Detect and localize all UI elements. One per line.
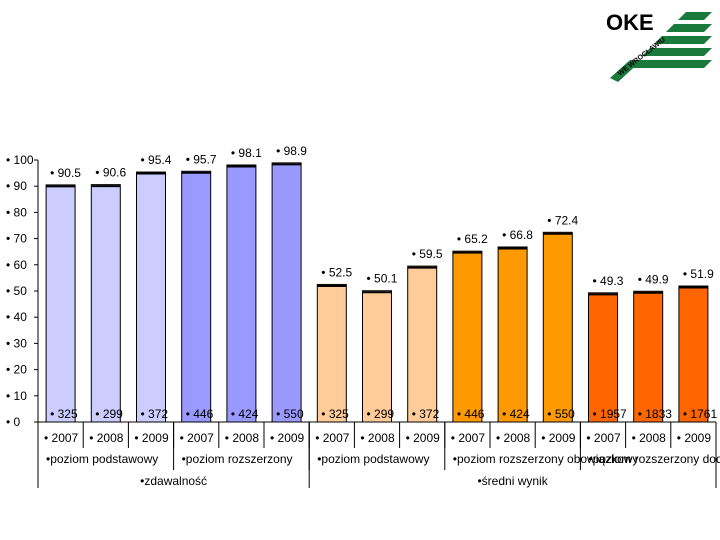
year-label: • 2007 bbox=[586, 431, 621, 445]
bar-count-label: • 424 bbox=[231, 407, 259, 421]
bar bbox=[407, 265, 438, 423]
bar-count-label: • 372 bbox=[412, 407, 440, 421]
level-group-label: •poziom rozszerzony obowiązkowy bbox=[453, 452, 639, 466]
bar bbox=[588, 292, 618, 423]
bar-value-label: • 72.4 bbox=[547, 213, 578, 227]
y-tick-label: • 70 bbox=[6, 232, 27, 246]
y-tick-label: • 80 bbox=[6, 205, 27, 219]
bar-count-label: • 424 bbox=[502, 407, 530, 421]
bar-value-label: • 98.9 bbox=[276, 144, 307, 158]
bar-count-label: • 325 bbox=[321, 407, 349, 421]
y-tick-label: • 20 bbox=[6, 363, 27, 377]
year-label: • 2008 bbox=[632, 431, 667, 445]
level-group-label: •poziom podstawowy bbox=[46, 452, 158, 466]
bar-count-label: • 446 bbox=[186, 407, 214, 421]
y-tick-label: • 0 bbox=[6, 415, 21, 429]
bar-value-label: • 95.7 bbox=[186, 152, 217, 166]
bar-value-label: • 49.9 bbox=[638, 272, 669, 286]
year-label: • 2008 bbox=[496, 431, 531, 445]
bar-value-label: • 95.4 bbox=[141, 153, 172, 167]
year-label: • 2007 bbox=[44, 431, 79, 445]
year-label: • 2009 bbox=[406, 431, 441, 445]
bar bbox=[633, 290, 664, 423]
bar-count-label: • 1833 bbox=[638, 407, 673, 421]
bar-count-label: • 446 bbox=[457, 407, 485, 421]
bar bbox=[497, 246, 528, 423]
logo-subtext: WE WROCŁAWIU bbox=[617, 36, 667, 77]
level-group-label: •poziom rozszerzony dodatkowy bbox=[588, 452, 720, 466]
y-tick-label: • 100 bbox=[6, 153, 34, 167]
bar-value-label: • 52.5 bbox=[321, 265, 352, 279]
year-label: • 2009 bbox=[134, 431, 169, 445]
logo-stripes-icon bbox=[610, 12, 712, 82]
year-label: • 2008 bbox=[225, 431, 260, 445]
bar-count-label: • 1761 bbox=[683, 407, 718, 421]
bar bbox=[181, 170, 212, 423]
bar-count-label: • 299 bbox=[95, 407, 123, 421]
y-tick-label: • 60 bbox=[6, 258, 27, 272]
bar-value-label: • 50.1 bbox=[367, 272, 398, 286]
year-label: • 2008 bbox=[89, 431, 124, 445]
bar bbox=[452, 250, 483, 423]
bar-value-label: • 65.2 bbox=[457, 232, 488, 246]
bar-value-label: • 66.8 bbox=[502, 228, 533, 242]
year-label: • 2008 bbox=[360, 431, 395, 445]
bar bbox=[362, 290, 392, 423]
y-tick-label: • 50 bbox=[6, 284, 27, 298]
y-tick-label: • 30 bbox=[6, 336, 27, 350]
bar-count-label: • 1957 bbox=[593, 407, 628, 421]
bar-count-label: • 325 bbox=[50, 407, 78, 421]
y-tick-label: • 10 bbox=[6, 389, 27, 403]
level-group-label: •poziom podstawowy bbox=[317, 452, 429, 466]
level-group-label: •poziom rozszerzony bbox=[182, 452, 293, 466]
bar-value-label: • 90.6 bbox=[95, 166, 126, 180]
bar bbox=[90, 184, 121, 423]
year-label: • 2009 bbox=[270, 431, 305, 445]
year-label: • 2007 bbox=[180, 431, 215, 445]
bar-count-label: • 372 bbox=[141, 407, 169, 421]
bar bbox=[542, 231, 573, 423]
bar bbox=[271, 162, 302, 423]
bar bbox=[678, 285, 709, 423]
bar-value-label: • 49.3 bbox=[593, 274, 624, 288]
bar bbox=[45, 184, 76, 423]
bar-count-label: • 299 bbox=[367, 407, 395, 421]
year-label: • 2007 bbox=[315, 431, 350, 445]
logo-text: OKE bbox=[606, 10, 654, 35]
bar-value-label: • 98.1 bbox=[231, 146, 262, 160]
bar-value-label: • 59.5 bbox=[412, 247, 443, 261]
year-label: • 2007 bbox=[451, 431, 486, 445]
year-label: • 2009 bbox=[677, 431, 712, 445]
bar bbox=[226, 164, 257, 423]
bar-value-label: • 90.5 bbox=[50, 166, 81, 180]
bar bbox=[316, 283, 347, 423]
bar-count-label: • 550 bbox=[547, 407, 575, 421]
bar-count-label: • 550 bbox=[276, 407, 304, 421]
year-label: • 2009 bbox=[541, 431, 576, 445]
y-tick-label: • 40 bbox=[6, 310, 27, 324]
measure-group-label: •zdawalność bbox=[140, 474, 207, 488]
oke-logo: OKE WE WROCŁAWIU bbox=[606, 10, 712, 82]
y-tick-label: • 90 bbox=[6, 179, 27, 193]
measure-group-label: •średni wynik bbox=[477, 474, 548, 488]
bar-value-label: • 51.9 bbox=[683, 267, 714, 281]
bar bbox=[136, 171, 166, 423]
